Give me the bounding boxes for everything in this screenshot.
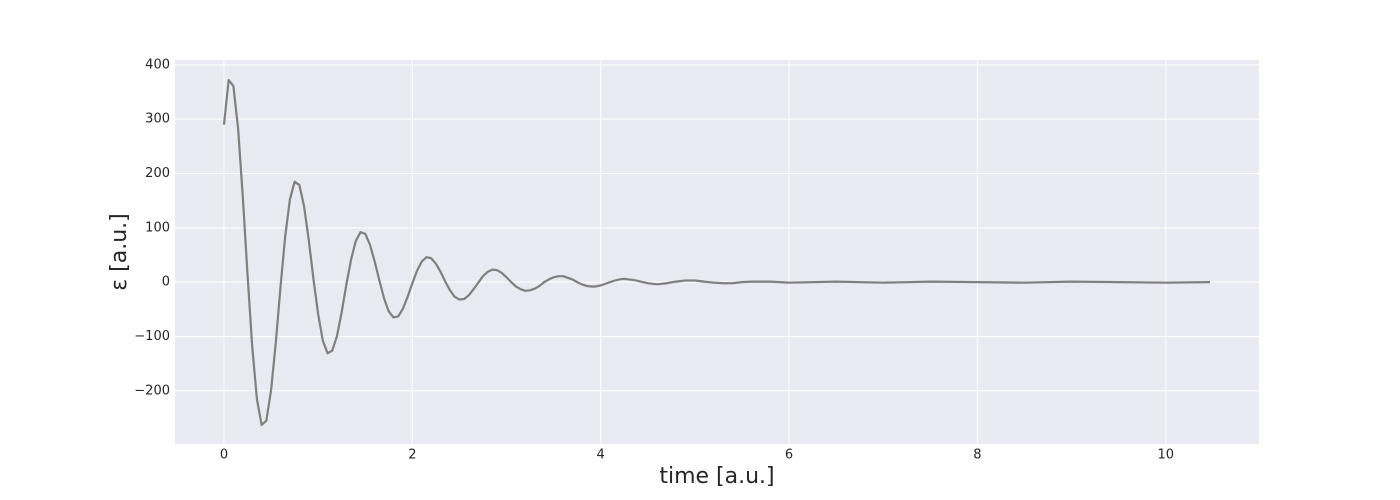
y-tick-label: 400 — [145, 57, 170, 72]
x-axis-label: time [a.u.] — [659, 464, 774, 489]
y-tick-label: 100 — [145, 220, 170, 235]
x-tick-label: 2 — [408, 448, 416, 463]
y-tick-label: 300 — [145, 112, 170, 127]
x-tick-label: 6 — [785, 448, 793, 463]
y-tick-label: −200 — [134, 383, 170, 398]
x-tick-label: 4 — [597, 448, 605, 463]
data-line — [222, 79, 1211, 427]
y-axis-label: ε [a.u.] — [107, 213, 132, 290]
y-tick-label: 200 — [145, 166, 170, 181]
x-tick-label: 10 — [1157, 448, 1174, 463]
y-tick-label: −100 — [134, 329, 170, 344]
y-tick-label: 0 — [162, 275, 170, 290]
x-tick-label: 8 — [973, 448, 981, 463]
plot-area — [175, 60, 1259, 444]
x-tick-label: 0 — [220, 448, 228, 463]
